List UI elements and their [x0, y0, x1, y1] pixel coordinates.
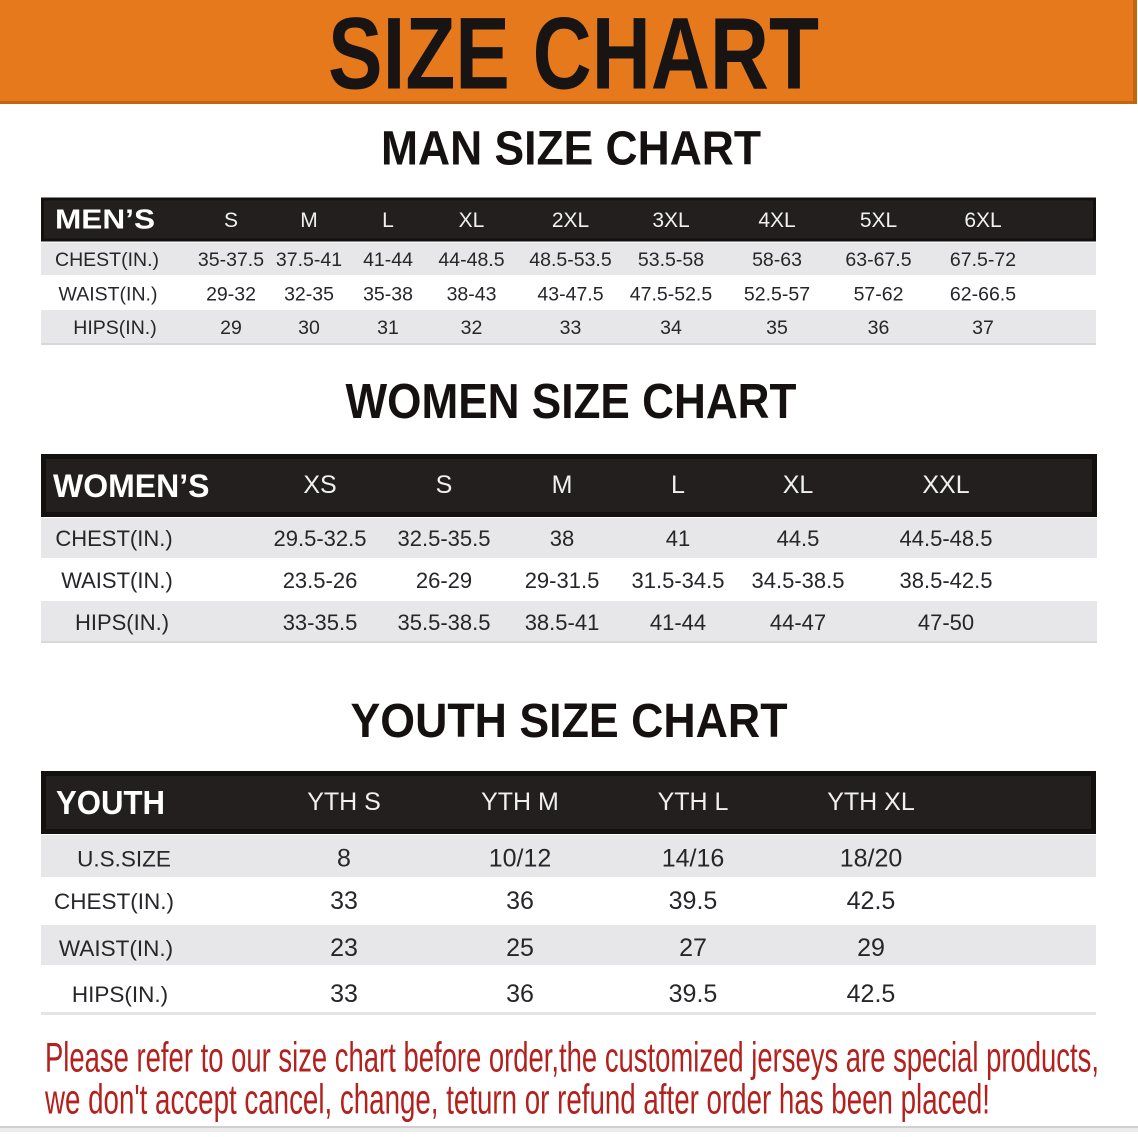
svg-text:33: 33 [330, 980, 358, 1008]
svg-text:33: 33 [560, 317, 582, 339]
svg-text:35-38: 35-38 [363, 284, 413, 306]
svg-text:39.5: 39.5 [669, 887, 718, 915]
svg-text:YOUTH SIZE CHART: YOUTH SIZE CHART [351, 694, 788, 748]
svg-text:33-35.5: 33-35.5 [283, 610, 358, 635]
svg-text:37: 37 [972, 317, 994, 339]
svg-text:CHEST(IN.): CHEST(IN.) [55, 249, 159, 271]
svg-text:14/16: 14/16 [662, 845, 725, 873]
svg-text:35.5-38.5: 35.5-38.5 [398, 610, 491, 635]
svg-text:XS: XS [303, 471, 336, 499]
svg-text:WAIST(IN.): WAIST(IN.) [59, 936, 173, 961]
svg-text:YOUTH: YOUTH [56, 784, 165, 821]
svg-text:62-66.5: 62-66.5 [950, 284, 1016, 306]
svg-text:MEN’S: MEN’S [55, 204, 155, 235]
svg-text:34: 34 [660, 317, 682, 339]
svg-text:XL: XL [783, 471, 814, 499]
svg-text:YTH S: YTH S [307, 788, 381, 816]
svg-text:18/20: 18/20 [840, 845, 903, 873]
svg-text:8: 8 [337, 845, 351, 873]
svg-text:34.5-38.5: 34.5-38.5 [752, 568, 845, 593]
svg-text:XXL: XXL [922, 471, 969, 499]
svg-text:we don't accept cancel, change: we don't accept cancel, change, teturn o… [44, 1076, 990, 1123]
svg-text:47.5-52.5: 47.5-52.5 [630, 284, 713, 306]
svg-text:42.5: 42.5 [847, 887, 896, 915]
svg-text:57-62: 57-62 [854, 284, 904, 306]
svg-text:XL: XL [459, 209, 485, 232]
svg-text:37.5-41: 37.5-41 [276, 249, 342, 271]
svg-text:10/12: 10/12 [489, 845, 552, 873]
svg-text:HIPS(IN.): HIPS(IN.) [72, 982, 168, 1007]
svg-text:6XL: 6XL [964, 209, 1001, 232]
svg-text:5XL: 5XL [860, 209, 897, 232]
svg-text:3XL: 3XL [652, 209, 689, 232]
svg-text:U.S.SIZE: U.S.SIZE [77, 847, 171, 872]
svg-text:41-44: 41-44 [363, 249, 413, 271]
svg-text:48.5-53.5: 48.5-53.5 [529, 249, 612, 271]
svg-text:27: 27 [679, 934, 707, 962]
svg-text:M: M [300, 209, 318, 232]
svg-text:67.5-72: 67.5-72 [950, 249, 1016, 271]
svg-text:YTH XL: YTH XL [827, 788, 915, 816]
svg-text:58-63: 58-63 [752, 249, 802, 271]
svg-text:36: 36 [506, 887, 534, 915]
svg-text:WAIST(IN.): WAIST(IN.) [59, 284, 158, 306]
svg-text:29: 29 [857, 934, 885, 962]
svg-text:38.5-41: 38.5-41 [525, 610, 600, 635]
svg-text:38: 38 [550, 526, 574, 551]
svg-text:53.5-58: 53.5-58 [638, 249, 704, 271]
svg-text:M: M [552, 471, 573, 499]
svg-text:4XL: 4XL [758, 209, 795, 232]
svg-text:39.5: 39.5 [669, 980, 718, 1008]
svg-text:WOMEN’S: WOMEN’S [53, 468, 209, 504]
svg-text:29.5-32.5: 29.5-32.5 [274, 526, 367, 551]
svg-text:MAN SIZE CHART: MAN SIZE CHART [381, 122, 761, 176]
svg-text:26-29: 26-29 [416, 568, 472, 593]
svg-text:31.5-34.5: 31.5-34.5 [632, 568, 725, 593]
svg-text:L: L [382, 209, 394, 232]
svg-text:35: 35 [766, 317, 788, 339]
svg-text:38.5-42.5: 38.5-42.5 [900, 568, 993, 593]
svg-text:25: 25 [506, 934, 534, 962]
svg-text:HIPS(IN.): HIPS(IN.) [73, 317, 156, 339]
svg-text:44.5-48.5: 44.5-48.5 [900, 526, 993, 551]
svg-text:44.5: 44.5 [777, 526, 820, 551]
svg-text:CHEST(IN.): CHEST(IN.) [54, 889, 174, 914]
svg-text:YTH L: YTH L [658, 788, 729, 816]
svg-text:36: 36 [506, 980, 534, 1008]
svg-text:33: 33 [330, 887, 358, 915]
svg-text:32-35: 32-35 [284, 284, 334, 306]
svg-text:29-31.5: 29-31.5 [525, 568, 600, 593]
svg-text:WOMEN SIZE CHART: WOMEN SIZE CHART [346, 374, 797, 429]
svg-text:CHEST(IN.): CHEST(IN.) [55, 526, 172, 551]
svg-text:42.5: 42.5 [847, 980, 896, 1008]
svg-text:YTH M: YTH M [481, 788, 559, 816]
svg-text:63-67.5: 63-67.5 [845, 249, 911, 271]
svg-text:32: 32 [461, 317, 483, 339]
svg-text:23.5-26: 23.5-26 [283, 568, 358, 593]
svg-text:29: 29 [220, 317, 242, 339]
svg-text:35-37.5: 35-37.5 [198, 249, 264, 271]
svg-text:47-50: 47-50 [918, 610, 974, 635]
svg-text:41: 41 [666, 526, 690, 551]
svg-text:44-47: 44-47 [770, 610, 826, 635]
svg-text:43-47.5: 43-47.5 [537, 284, 603, 306]
svg-text:S: S [224, 209, 238, 232]
svg-text:Please refer to our size chart: Please refer to our size chart before or… [45, 1034, 1099, 1081]
svg-text:32.5-35.5: 32.5-35.5 [398, 526, 491, 551]
svg-text:41-44: 41-44 [650, 610, 706, 635]
svg-text:23: 23 [330, 934, 358, 962]
svg-text:31: 31 [377, 317, 399, 339]
svg-text:30: 30 [298, 317, 320, 339]
svg-text:2XL: 2XL [552, 209, 589, 232]
svg-text:29-32: 29-32 [206, 284, 256, 306]
svg-text:SIZE CHART: SIZE CHART [328, 0, 819, 111]
svg-text:S: S [436, 471, 453, 499]
svg-text:L: L [671, 471, 685, 499]
svg-text:HIPS(IN.): HIPS(IN.) [75, 610, 169, 635]
svg-text:52.5-57: 52.5-57 [744, 284, 810, 306]
svg-text:38-43: 38-43 [447, 284, 497, 306]
svg-text:44-48.5: 44-48.5 [438, 249, 504, 271]
svg-text:WAIST(IN.): WAIST(IN.) [61, 568, 173, 593]
svg-text:36: 36 [868, 317, 890, 339]
